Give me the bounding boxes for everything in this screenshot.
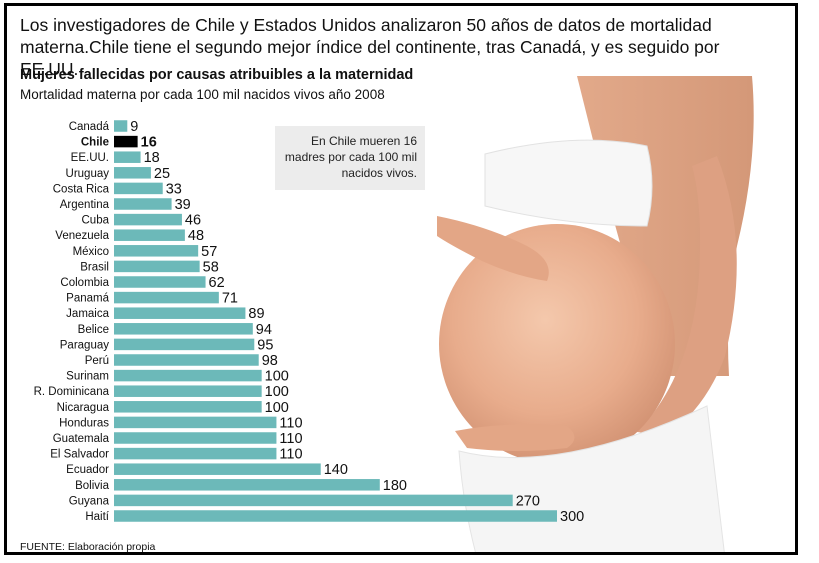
value-label: 100: [265, 369, 289, 385]
bar: [114, 323, 253, 335]
value-label: 9: [130, 119, 138, 135]
value-label: 18: [144, 150, 160, 166]
bar: [114, 229, 185, 241]
value-label: 25: [154, 166, 170, 182]
value-label: 62: [209, 275, 225, 291]
category-label: El Salvador: [50, 449, 109, 461]
bar: [114, 494, 513, 507]
value-label: 300: [560, 509, 584, 525]
category-label: Surinam: [66, 371, 109, 383]
value-label: 100: [265, 400, 289, 416]
category-label: Colombia: [60, 277, 109, 289]
value-label: 180: [383, 478, 407, 494]
category-label: Argentina: [60, 199, 110, 211]
category-label: Chile: [81, 137, 109, 149]
category-label: Brasil: [80, 261, 109, 273]
value-label: 46: [185, 213, 201, 229]
bar: [114, 416, 277, 429]
value-label: 89: [248, 306, 264, 322]
category-label: Costa Rica: [53, 183, 110, 195]
chart-title: Mujeres fallecidas por causas atribuible…: [20, 67, 414, 83]
bar: [114, 447, 277, 460]
value-label: 71: [222, 291, 238, 307]
chile-callout: En Chile mueren 16 madres por cada 100 m…: [275, 126, 425, 190]
category-label: Belice: [78, 324, 109, 336]
bar: [114, 167, 151, 179]
category-label: Honduras: [59, 417, 109, 429]
headline: Los investigadores de Chile y Estados Un…: [20, 15, 720, 79]
bar: [114, 182, 163, 195]
category-label: Canadá: [69, 121, 110, 133]
bar: [114, 463, 321, 475]
bar: [114, 369, 262, 382]
category-label: Perú: [85, 355, 109, 367]
infographic-frame: Los investigadores de Chile y Estados Un…: [4, 3, 798, 555]
bar: [114, 151, 141, 163]
source-note: FUENTE: Elaboración propia: [20, 541, 156, 553]
bar: [114, 291, 219, 304]
value-label: 110: [279, 447, 302, 463]
value-label: 16: [141, 135, 157, 151]
bar: [114, 307, 246, 319]
category-label: Guyana: [69, 495, 110, 507]
category-label: Bolivia: [75, 480, 109, 492]
bar: [114, 276, 206, 288]
category-label: México: [73, 246, 109, 258]
bar: [114, 338, 255, 351]
value-label: 98: [262, 353, 278, 369]
value-label: 48: [188, 228, 204, 244]
value-label: 140: [324, 462, 348, 478]
bar: [114, 401, 262, 413]
bar: [114, 198, 172, 210]
value-label: 270: [516, 493, 540, 509]
bar: [114, 510, 557, 522]
category-label: Uruguay: [66, 168, 110, 180]
value-label: 110: [279, 431, 302, 447]
category-label: Nicaragua: [57, 402, 110, 414]
category-label: Paraguay: [60, 339, 109, 351]
value-label: 58: [203, 259, 219, 275]
category-label: Guatemala: [53, 433, 110, 445]
value-label: 94: [256, 322, 272, 338]
bar: [114, 213, 182, 226]
bar: [114, 135, 138, 148]
category-label: Cuba: [82, 215, 110, 227]
bar-chart: Canadá 9 Chile 16 EE.UU. 18 Uruguay 25 Costa Ric…: [34, 119, 585, 525]
value-label: 57: [201, 244, 217, 260]
bar: [114, 479, 380, 491]
value-label: 95: [257, 337, 273, 353]
value-label: 110: [279, 415, 302, 431]
category-label: R. Dominicana: [34, 386, 110, 398]
category-label: EE.UU.: [71, 152, 109, 164]
bar: [114, 354, 259, 366]
bar: [114, 120, 128, 132]
bar: [114, 245, 199, 257]
category-label: Ecuador: [66, 464, 109, 476]
chart-subtitle: Mortalidad materna por cada 100 mil naci…: [20, 87, 385, 102]
bar: [114, 385, 262, 397]
category-label: Jamaica: [66, 308, 109, 320]
value-label: 39: [175, 197, 191, 213]
value-label: 33: [166, 181, 182, 197]
category-label: Venezuela: [55, 230, 109, 242]
bar: [114, 260, 200, 273]
category-label: Haití: [85, 511, 109, 523]
bar: [114, 432, 277, 444]
value-label: 100: [265, 384, 289, 400]
category-label: Panamá: [66, 293, 109, 305]
